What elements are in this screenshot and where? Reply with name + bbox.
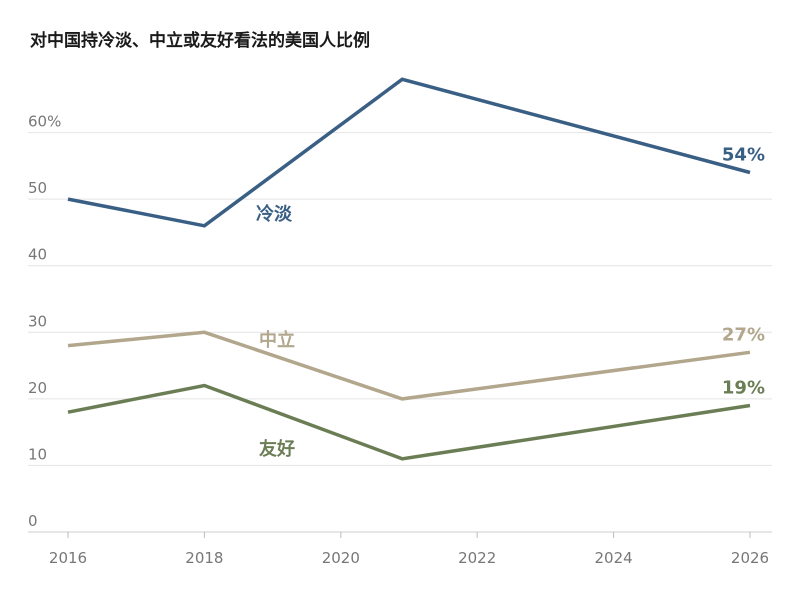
x-tick-label: 2020 xyxy=(322,549,360,567)
series-line-0 xyxy=(67,77,751,228)
x-tick-label: 2026 xyxy=(731,549,769,567)
end-value-label: 54% xyxy=(722,145,765,166)
y-tick-label: 30 xyxy=(28,312,47,330)
y-tick-label: 40 xyxy=(28,246,47,264)
x-tick-label: 2018 xyxy=(185,549,223,567)
series-name-label: 友好 xyxy=(259,438,295,460)
x-tick-label: 2016 xyxy=(49,549,87,567)
y-tick-label: 10 xyxy=(28,445,47,463)
end-value-label: 19% xyxy=(722,378,765,399)
x-tick-label: 2022 xyxy=(458,549,496,567)
y-tick-label: 60% xyxy=(28,113,61,131)
end-value-label: 27% xyxy=(722,324,765,345)
series-line-2 xyxy=(67,383,751,461)
series-name-label: 冷淡 xyxy=(256,203,293,225)
series-name-label: 中立 xyxy=(259,329,295,351)
chart-title: 对中国持冷淡、中立或友好看法的美国人比例 xyxy=(30,31,370,51)
y-tick-label: 50 xyxy=(28,179,47,197)
series-line-1 xyxy=(67,330,751,401)
y-tick-label: 20 xyxy=(28,379,47,397)
y-tick-label: 0 xyxy=(28,512,38,530)
x-tick-label: 2024 xyxy=(595,549,633,567)
